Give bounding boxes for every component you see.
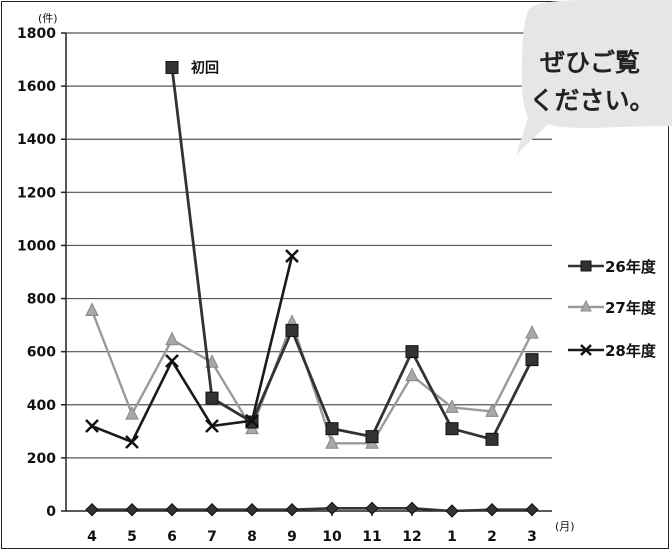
- x-marker: [165, 354, 179, 368]
- square-marker: [165, 61, 179, 75]
- legend-label: 28年度: [605, 342, 657, 360]
- legend-item: 27年度: [568, 299, 657, 317]
- square-marker: [325, 422, 339, 436]
- callout-shape: [516, 0, 672, 155]
- x-tick-label: 12: [402, 529, 421, 545]
- y-tick-label: 400: [27, 398, 56, 414]
- x-marker: [580, 344, 592, 356]
- diamond-marker: [525, 502, 539, 517]
- callout-line-1: ぜひご覧: [540, 48, 640, 77]
- y-tick-label: 1200: [17, 185, 56, 201]
- y-tick-label: 1400: [17, 132, 56, 148]
- diamond-marker: [365, 501, 379, 516]
- x-marker: [285, 249, 299, 263]
- square-marker: [485, 432, 499, 446]
- callout-bubble: ぜひご覧 ください。: [516, 0, 672, 155]
- square-marker: [365, 430, 379, 444]
- diamond-marker: [405, 501, 419, 516]
- x-marker: [245, 413, 259, 428]
- x-marker: [85, 419, 99, 433]
- series-diamond: [85, 501, 539, 518]
- triangle-marker: [85, 302, 99, 317]
- x-tick-label: 3: [527, 529, 537, 545]
- x-tick-label: 2: [487, 529, 497, 545]
- y-tick-label: 800: [27, 292, 56, 308]
- triangle-marker: [325, 435, 339, 449]
- grid-lines: [66, 32, 552, 459]
- x-tick-label: 10: [322, 529, 342, 545]
- y-tick-label: 1600: [17, 79, 56, 95]
- square-marker: [285, 323, 299, 337]
- triangle-marker: [525, 324, 539, 339]
- x-tick-label: 4: [87, 529, 97, 545]
- triangle-marker: [580, 299, 592, 312]
- diamond-marker: [485, 502, 499, 517]
- x-tick-label: 6: [167, 529, 177, 545]
- triangle-marker: [125, 405, 139, 420]
- legend: 26年度 27年度 28年度: [568, 258, 657, 360]
- y-unit-label: (件): [38, 12, 58, 25]
- diamond-marker: [245, 502, 259, 517]
- diamond-marker: [285, 502, 299, 517]
- triangle-marker: [165, 331, 179, 346]
- square-marker: [525, 353, 539, 367]
- triangle-marker: [445, 399, 459, 413]
- square-marker: [580, 260, 592, 272]
- legend-item: 26年度: [568, 258, 657, 276]
- x-tick-label: 5: [127, 529, 137, 545]
- diamond-marker: [205, 502, 219, 517]
- diamond-marker: [445, 504, 459, 518]
- square-marker: [445, 422, 459, 436]
- series-square: [165, 61, 539, 446]
- series-lines: [85, 61, 539, 518]
- diamond-marker: [165, 502, 179, 517]
- diamond-marker: [85, 502, 99, 517]
- x-tick-label: 8: [247, 529, 257, 545]
- x-tick-label: 9: [287, 529, 297, 545]
- x-tick-label: 1: [447, 529, 457, 545]
- x-marker: [125, 435, 139, 449]
- series-x: [85, 249, 299, 449]
- triangle-marker: [485, 403, 499, 417]
- y-tick-label: 1000: [17, 238, 56, 254]
- series-line: [91, 255, 294, 444]
- annotations: 初回: [191, 60, 219, 77]
- triangle-marker: [405, 367, 419, 382]
- series-line: [170, 67, 534, 441]
- square-marker: [405, 345, 419, 359]
- x-tick-labels: (月)4 5 6 7 8 9 10 11 12 1 2 3: [87, 520, 574, 545]
- y-tick-labels: 0 200 400 600 800 1000 1200 1400 1600 1800(件): [17, 12, 58, 520]
- square-marker: [205, 391, 219, 405]
- legend-item: 28年度: [568, 342, 657, 360]
- x-tick-label: 7: [207, 529, 217, 545]
- y-tick-label: 0: [46, 504, 56, 520]
- legend-label: 27年度: [605, 299, 657, 317]
- x-unit-label: (月): [555, 520, 575, 533]
- x-tick-label: 11: [362, 529, 381, 545]
- y-tick-label: 200: [27, 451, 56, 467]
- y-tick-label: 1800: [17, 26, 56, 42]
- annotation-label: 初回: [191, 60, 219, 77]
- callout-line-2: ください。: [529, 86, 654, 115]
- y-tick-label: 600: [27, 345, 56, 361]
- legend-label: 26年度: [605, 258, 657, 276]
- diamond-marker: [125, 502, 139, 517]
- x-marker: [205, 419, 219, 433]
- diamond-marker: [325, 501, 339, 516]
